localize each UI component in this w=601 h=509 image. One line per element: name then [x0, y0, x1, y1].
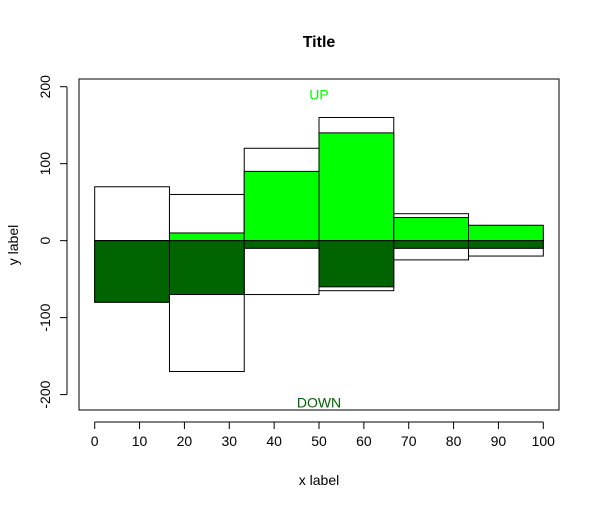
chart-title: Title [303, 34, 336, 51]
x-tick-label-20: 20 [177, 433, 193, 449]
plot-frame [78, 78, 560, 411]
annotation-down: DOWN [297, 394, 341, 410]
bar-outline-positive-0 [94, 186, 170, 242]
bar-up-filled-4 [393, 217, 470, 242]
bar-up-filled-1 [168, 232, 245, 242]
y-tick-label-0: 0 [37, 237, 53, 245]
plot-area: 0 10 20 30 40 50 60 70 80 90 100 -200 -100 0 100 200 UP D… [37, 75, 560, 449]
y-tick-label--200: -200 [37, 380, 53, 408]
x-tick-label-30: 30 [221, 433, 237, 449]
bar-up-filled-5 [468, 224, 544, 242]
x-tick-label-90: 90 [491, 433, 507, 449]
x-tick-label-0: 0 [91, 433, 99, 449]
bar-up-filled-2 [243, 170, 320, 242]
x-tick-label-10: 10 [132, 433, 148, 449]
y-tick-label-100: 100 [37, 152, 53, 176]
bar-down-filled-1 [168, 240, 245, 296]
x-tick-label-60: 60 [356, 433, 372, 449]
x-tick-label-40: 40 [266, 433, 282, 449]
bar-up-filled-3 [318, 132, 395, 242]
bar-down-filled-0 [94, 240, 170, 303]
bar-outline-negative-2 [243, 240, 320, 296]
y-tick-label--100: -100 [37, 303, 53, 331]
bar-down-filled-3 [318, 240, 395, 288]
y-axis-label: y label [5, 225, 21, 265]
x-axis-label: x label [299, 472, 339, 488]
y-tick-label-200: 200 [37, 75, 53, 99]
x-tick-label-70: 70 [401, 433, 417, 449]
annotation-up: UP [309, 86, 328, 102]
bar-down-filled-2 [243, 240, 320, 249]
bar-down-filled-5 [468, 240, 544, 249]
x-tick-label-80: 80 [446, 433, 462, 449]
x-tick-label-50: 50 [311, 433, 327, 449]
bar-down-filled-4 [393, 240, 470, 249]
x-tick-label-100: 100 [532, 433, 556, 449]
